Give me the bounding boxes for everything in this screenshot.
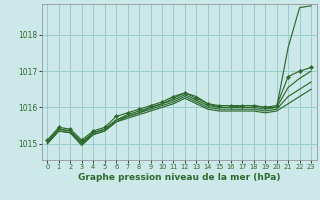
X-axis label: Graphe pression niveau de la mer (hPa): Graphe pression niveau de la mer (hPa) — [78, 173, 280, 182]
